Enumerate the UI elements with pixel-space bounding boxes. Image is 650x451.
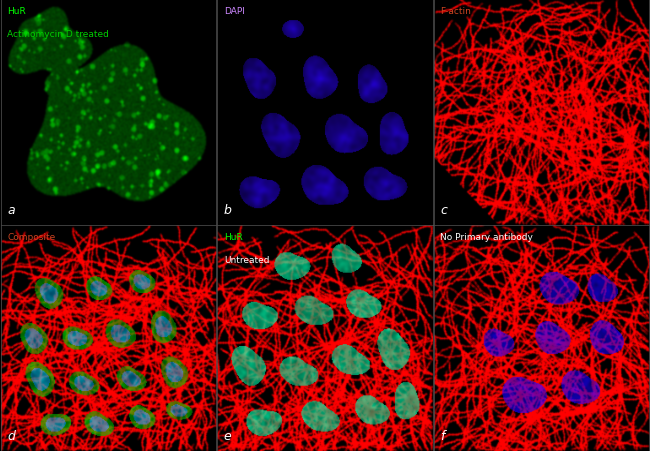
Text: HuR: HuR: [7, 7, 26, 16]
Text: c: c: [441, 203, 447, 216]
Text: b: b: [224, 203, 231, 216]
Text: f: f: [441, 428, 445, 442]
Text: F-actin: F-actin: [441, 7, 471, 16]
Text: HuR: HuR: [224, 233, 242, 242]
Text: a: a: [7, 203, 15, 216]
Text: d: d: [7, 428, 15, 442]
Text: e: e: [224, 428, 231, 442]
Text: No Primary antibody: No Primary antibody: [441, 233, 533, 242]
Text: Composite: Composite: [7, 233, 55, 242]
Text: Untreated: Untreated: [224, 255, 269, 264]
Text: Actinomycin D treated: Actinomycin D treated: [7, 30, 109, 39]
Text: DAPI: DAPI: [224, 7, 244, 16]
